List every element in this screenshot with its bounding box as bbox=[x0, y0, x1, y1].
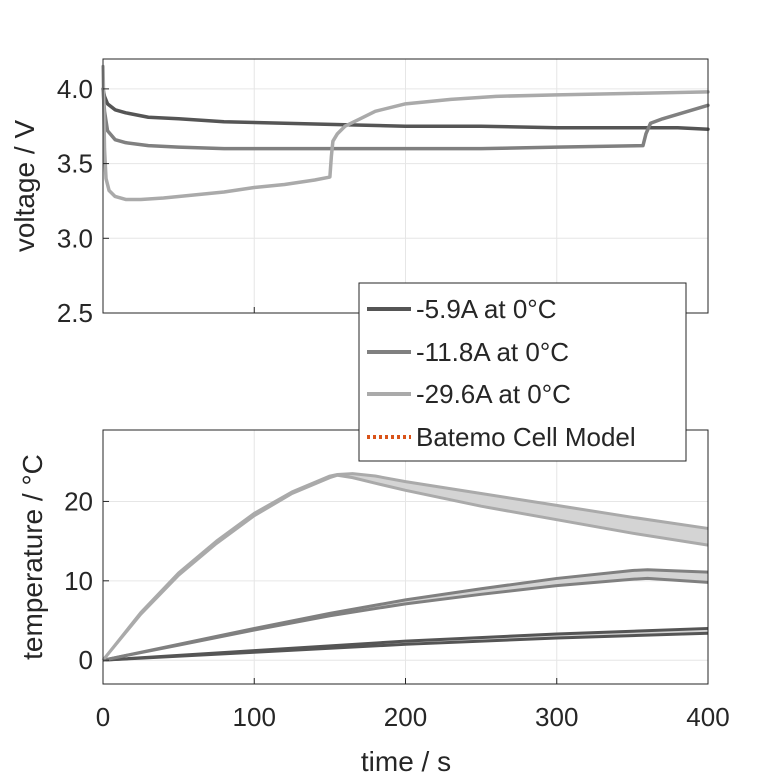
temperature-series-5-9a-at-0-c-lower bbox=[102, 631, 709, 662]
temperature-series bbox=[101, 472, 709, 662]
voltage-series-11-8a-at-0-c bbox=[101, 87, 710, 151]
temperature-xtick-label: 300 bbox=[535, 702, 578, 732]
temperature-xtick-label: 0 bbox=[96, 702, 110, 732]
temperature-series-11-8a-at-0-c-lower bbox=[102, 576, 709, 662]
temperature-panel: 0 100 200 300 400 0 10 20 temperature / °C time… bbox=[17, 429, 730, 777]
voltage-ytick-label: 3.5 bbox=[57, 149, 93, 179]
temperature-ytick-label: 10 bbox=[64, 566, 93, 596]
legend-label-29-6a: -29.6A at 0°C bbox=[416, 379, 571, 409]
legend: -5.9A at 0°C -11.8A at 0°C -29.6A at 0°C… bbox=[358, 282, 687, 462]
voltage-tick-labels: 2.5 3.0 3.5 4.0 bbox=[57, 74, 709, 328]
temperature-xtick-label: 400 bbox=[686, 702, 729, 732]
voltage-ytick-label: 3.0 bbox=[57, 223, 93, 253]
voltage-axis-label: voltage / V bbox=[9, 120, 40, 253]
legend-label-11-8a: -11.8A at 0°C bbox=[416, 337, 569, 367]
time-axis-label: time / s bbox=[361, 746, 451, 777]
voltage-series-29-6a-at-0-c bbox=[101, 64, 710, 202]
temperature-ytick-label: 0 bbox=[79, 645, 93, 675]
voltage-series-5-9a-at-0-c bbox=[101, 87, 710, 131]
temperature-xtick-label: 100 bbox=[233, 702, 276, 732]
voltage-ytick-label: 4.0 bbox=[57, 74, 93, 104]
temperature-axis-label: temperature / °C bbox=[17, 454, 48, 660]
temperature-series-29-6a-at-0-c-lower bbox=[101, 473, 709, 662]
legend-box bbox=[358, 282, 687, 462]
temperature-ytick-label: 20 bbox=[64, 486, 93, 516]
voltage-panel: 2.5 3.0 3.5 4.0 voltage / V bbox=[9, 58, 710, 328]
legend-label-batemo-model: Batemo Cell Model bbox=[416, 422, 636, 452]
voltage-ytick-label: 2.5 bbox=[57, 298, 93, 328]
voltage-series bbox=[101, 64, 710, 202]
legend-label-5-9a: -5.9A at 0°C bbox=[416, 294, 556, 324]
temperature-tick-labels: 0 100 200 300 400 0 10 20 bbox=[64, 486, 730, 732]
temperature-xtick-label: 200 bbox=[384, 702, 427, 732]
